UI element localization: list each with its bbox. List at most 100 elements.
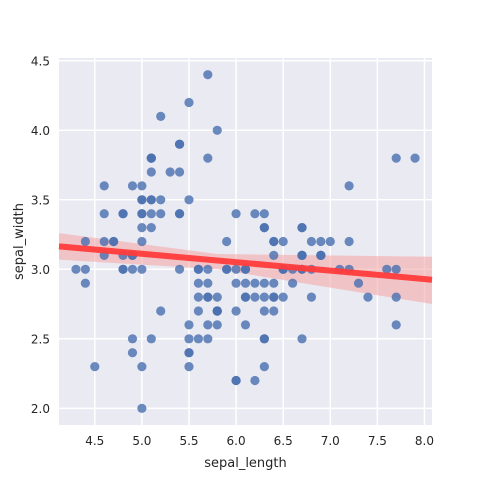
y-tick-label: 4.5 xyxy=(31,54,50,68)
data-point xyxy=(316,250,326,261)
data-point xyxy=(391,292,401,302)
y-tick-label: 3.5 xyxy=(31,193,50,207)
data-point xyxy=(184,195,194,205)
data-point xyxy=(212,125,222,135)
data-point xyxy=(212,320,222,330)
data-point xyxy=(297,334,307,344)
data-point xyxy=(127,348,138,358)
data-point xyxy=(137,195,147,205)
data-point xyxy=(174,139,185,149)
data-point xyxy=(90,362,100,372)
data-point xyxy=(306,236,317,247)
data-point xyxy=(297,250,307,261)
x-tick-label: 7.5 xyxy=(368,434,387,448)
data-point xyxy=(174,167,185,177)
data-point xyxy=(269,292,279,302)
data-point xyxy=(297,222,307,233)
data-point xyxy=(231,375,241,386)
regression-line-layer xyxy=(58,243,433,283)
data-point xyxy=(203,334,213,344)
data-point xyxy=(127,264,138,274)
data-point xyxy=(278,236,288,247)
y-tick-label: 2.5 xyxy=(31,332,50,346)
data-point xyxy=(363,292,373,302)
data-point xyxy=(203,264,213,274)
data-point xyxy=(382,264,392,274)
data-point xyxy=(250,292,260,302)
data-point xyxy=(99,181,109,191)
x-tick-label: 7.0 xyxy=(321,434,340,448)
data-point xyxy=(71,264,81,274)
data-point xyxy=(137,362,147,372)
data-point xyxy=(99,236,109,247)
data-point xyxy=(325,236,335,247)
data-point xyxy=(156,209,166,219)
data-point xyxy=(137,236,147,247)
y-tick-label: 2.0 xyxy=(31,402,50,416)
data-point xyxy=(137,181,147,191)
y-tick-label: 3.0 xyxy=(31,263,50,277)
data-point xyxy=(344,181,354,191)
data-point xyxy=(212,292,222,302)
data-point xyxy=(269,278,279,288)
data-point xyxy=(240,278,251,288)
data-point xyxy=(278,292,288,302)
data-point xyxy=(99,209,109,219)
data-point xyxy=(146,334,156,344)
data-point xyxy=(127,181,138,191)
data-point xyxy=(193,292,204,302)
data-point xyxy=(203,70,213,80)
data-point xyxy=(146,209,156,219)
x-tick-label: 6.5 xyxy=(274,434,293,448)
data-point xyxy=(137,264,147,274)
x-tick-label: 5.5 xyxy=(179,434,198,448)
data-point xyxy=(184,348,194,358)
data-point xyxy=(259,278,269,288)
data-point xyxy=(193,334,204,344)
data-point xyxy=(212,306,222,316)
x-tick-label: 4.5 xyxy=(85,434,104,448)
data-point xyxy=(269,306,279,316)
data-point xyxy=(146,195,156,205)
data-point xyxy=(240,320,251,330)
data-point xyxy=(203,292,213,302)
data-point xyxy=(193,278,204,288)
data-point xyxy=(240,264,251,274)
y-tick-labels: 2.0 2.5 3.0 3.5 4.0 4.5 xyxy=(31,54,50,416)
data-point xyxy=(109,236,119,247)
data-point xyxy=(184,320,194,330)
data-point xyxy=(344,236,354,247)
data-point xyxy=(137,222,147,233)
data-point xyxy=(203,153,213,163)
x-axis-label: sepal_length xyxy=(204,456,287,471)
data-point xyxy=(259,222,269,233)
data-point xyxy=(193,264,204,274)
data-point xyxy=(80,264,90,274)
data-point xyxy=(156,111,166,121)
data-point xyxy=(203,320,213,330)
data-point xyxy=(391,264,401,274)
data-point xyxy=(240,292,251,302)
data-point xyxy=(184,97,194,108)
data-point xyxy=(146,153,156,163)
data-point xyxy=(127,334,138,344)
data-point xyxy=(174,264,185,274)
data-point xyxy=(137,403,147,413)
data-points-layer xyxy=(71,70,420,413)
x-tick-label: 6.0 xyxy=(227,434,246,448)
data-point xyxy=(287,278,298,288)
data-point xyxy=(203,278,213,288)
data-point xyxy=(353,278,364,288)
data-point xyxy=(118,264,128,274)
data-point xyxy=(269,236,279,247)
data-point xyxy=(259,306,269,316)
data-point xyxy=(184,362,194,372)
data-point xyxy=(156,306,166,316)
data-point xyxy=(80,236,90,247)
x-tick-label: 8.0 xyxy=(415,434,434,448)
data-point xyxy=(184,334,194,344)
y-axis-label: sepal_width xyxy=(12,203,27,280)
data-point xyxy=(165,167,175,177)
data-point xyxy=(316,236,326,247)
data-point xyxy=(137,209,147,219)
